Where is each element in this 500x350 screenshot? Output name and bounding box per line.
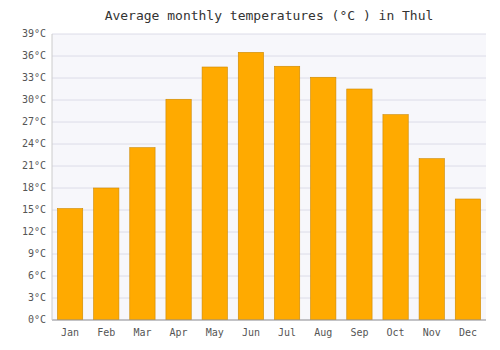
bar: [383, 115, 408, 320]
y-tick-label: 18°C: [22, 182, 46, 193]
bar: [202, 67, 227, 320]
bar: [419, 159, 444, 320]
y-tick-labels: 0°C 3°C 6°C 9°C 12°C 15°C 18°C 21°C 24°C 27°C 30°C…: [22, 28, 46, 325]
x-tick-label: Apr: [170, 327, 188, 338]
grid-line: [52, 56, 486, 57]
bars: [57, 52, 480, 320]
x-tick-labels: Jan Feb Mar Apr May Jun Jul Aug Sep Oct Nov Dec: [61, 327, 477, 338]
x-tick-label: Aug: [314, 327, 332, 338]
x-tick-label: Oct: [387, 327, 405, 338]
plot-background: [52, 34, 486, 320]
y-tick-label: 12°C: [22, 226, 46, 237]
x-tick-label: Mar: [133, 327, 151, 338]
grid-line: [52, 100, 486, 101]
grid-line: [52, 122, 486, 123]
x-tick-label: Sep: [350, 327, 368, 338]
x-tick-label: May: [206, 327, 224, 338]
page: {"chart_data": {"type": "bar", "title": …: [0, 0, 500, 350]
bar: [57, 209, 82, 320]
y-tick-label: 24°C: [22, 138, 46, 149]
y-tick-label: 36°C: [22, 50, 46, 61]
bar: [130, 148, 155, 320]
bar: [274, 66, 299, 320]
x-tick-label: Nov: [423, 327, 441, 338]
y-tick-label: 3°C: [28, 292, 46, 303]
bar: [238, 52, 263, 320]
y-tick-label: 27°C: [22, 116, 46, 127]
bar: [94, 188, 119, 320]
y-tick-label: 33°C: [22, 72, 46, 83]
chart-container: 0°C 3°C 6°C 9°C 12°C 15°C 18°C 21°C 24°C 27°C 30°C…: [0, 0, 500, 350]
bar: [166, 99, 191, 320]
grid-line: [52, 320, 486, 321]
y-tick-label: 39°C: [22, 28, 46, 39]
bar: [311, 77, 336, 320]
y-tick-label: 9°C: [28, 248, 46, 259]
grid-line: [52, 144, 486, 145]
y-tick-label: 21°C: [22, 160, 46, 171]
chart-svg: 0°C 3°C 6°C 9°C 12°C 15°C 18°C 21°C 24°C 27°C 30°C…: [0, 0, 500, 350]
x-axis-line: [52, 320, 486, 321]
y-tick-label: 30°C: [22, 94, 46, 105]
chart-title: Average monthly temperatures (°C ) in Th…: [105, 8, 434, 23]
y-grid: [52, 34, 486, 320]
grid-line: [52, 34, 486, 35]
x-tick-label: Jul: [278, 327, 296, 338]
x-tick-label: Feb: [97, 327, 115, 338]
x-tick-label: Jun: [242, 327, 260, 338]
y-tick-label: 0°C: [28, 314, 46, 325]
y-axis-line: [52, 34, 53, 320]
y-tick-label: 6°C: [28, 270, 46, 281]
grid-line: [52, 78, 486, 79]
bar: [455, 199, 480, 320]
bar: [347, 89, 372, 320]
x-tick-label: Dec: [459, 327, 477, 338]
y-tick-label: 15°C: [22, 204, 46, 215]
x-tick-label: Jan: [61, 327, 79, 338]
